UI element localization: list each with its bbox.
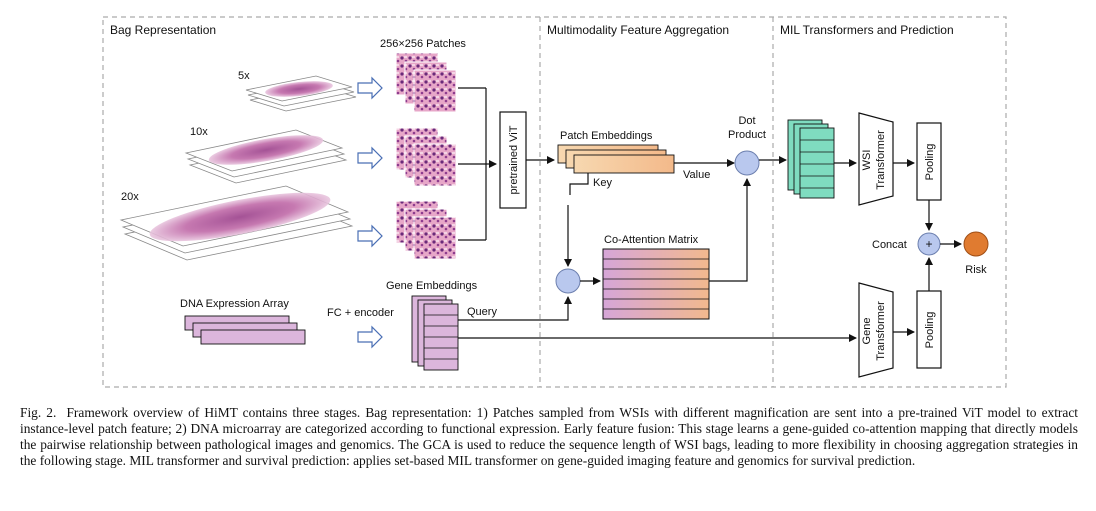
query-arrow (458, 296, 572, 321)
section-title-mil: MIL Transformers and Prediction (780, 23, 954, 37)
matrix-to-dot-arrow (709, 178, 751, 282)
gene-transformer-label-2: Transformer (875, 301, 887, 361)
caption-prefix: Fig. 2. (20, 405, 57, 420)
patch-stack-10x (395, 127, 457, 187)
wsi-feature-stack (787, 119, 835, 199)
gene-embeddings-label: Gene Embeddings (386, 280, 478, 292)
mag-label-5x: 5x (238, 70, 250, 82)
framework-diagram: Bag Representation Multimodality Feature… (102, 16, 1007, 388)
coattention-matrix (602, 248, 710, 320)
wsi-transformer-label-2: Transformer (875, 130, 887, 190)
patch-stack-20x (395, 200, 457, 260)
hollow-arrow-icon (357, 76, 383, 100)
dot-product-node (734, 150, 760, 176)
gene-transformer-block (858, 282, 894, 378)
wsi-transformer-label-1: WSI (861, 150, 873, 171)
wsi-pooling-label: Pooling (924, 144, 936, 181)
patch-stack-5x (395, 52, 457, 113)
section-title-bag: Bag Representation (110, 23, 216, 37)
gene-transformer-label-1: Gene (861, 318, 873, 345)
coattention-label: Co-Attention Matrix (604, 234, 699, 246)
wsi-stack-10x (184, 129, 348, 184)
dot-product-label-line1: Dot (738, 115, 755, 127)
risk-label: Risk (965, 264, 987, 276)
hollow-arrow-icon (357, 224, 383, 248)
patch-to-vit-connector (458, 87, 497, 241)
hollow-arrow-icon (357, 146, 383, 170)
wsi-pooling-box (916, 122, 942, 201)
patch-embeddings-label: Patch Embeddings (560, 130, 653, 142)
wsi-stack-5x (245, 75, 357, 112)
key-connector (569, 173, 589, 195)
concat-label: Concat (872, 239, 907, 251)
key-label: Key (593, 177, 612, 189)
dna-expression-array (184, 315, 306, 345)
wsi-transformer-block (858, 112, 894, 206)
mag-label-10x: 10x (190, 126, 208, 138)
section-title-fusion: Multimodality Feature Aggregation (547, 23, 729, 37)
mag-label-20x: 20x (121, 191, 139, 203)
caption-text: Framework overview of HiMT contains thre… (20, 405, 1078, 468)
query-label: Query (467, 306, 497, 318)
patch-embeddings-stack (557, 144, 675, 174)
coattention-node (555, 268, 581, 294)
fc-encoder-label: FC + encoder (327, 307, 394, 319)
gene-embeddings-stack (411, 295, 459, 371)
patches-label: 256×256 Patches (380, 38, 466, 50)
vit-box (499, 111, 527, 209)
risk-node (963, 231, 989, 257)
vit-label: pretrained ViT (508, 125, 520, 194)
dna-array-label: DNA Expression Array (180, 298, 289, 310)
hollow-arrow-icon (357, 325, 383, 349)
wsi-stack-20x (119, 185, 354, 261)
figure-caption: Fig. 2. Framework overview of HiMT conta… (20, 405, 1078, 469)
outer-dashed-frame (102, 16, 1007, 388)
value-label: Value (683, 169, 710, 181)
concat-plus-symbol: + (925, 237, 932, 251)
gene-pooling-label: Pooling (924, 312, 936, 349)
dot-product-label-line2: Product (728, 129, 766, 141)
